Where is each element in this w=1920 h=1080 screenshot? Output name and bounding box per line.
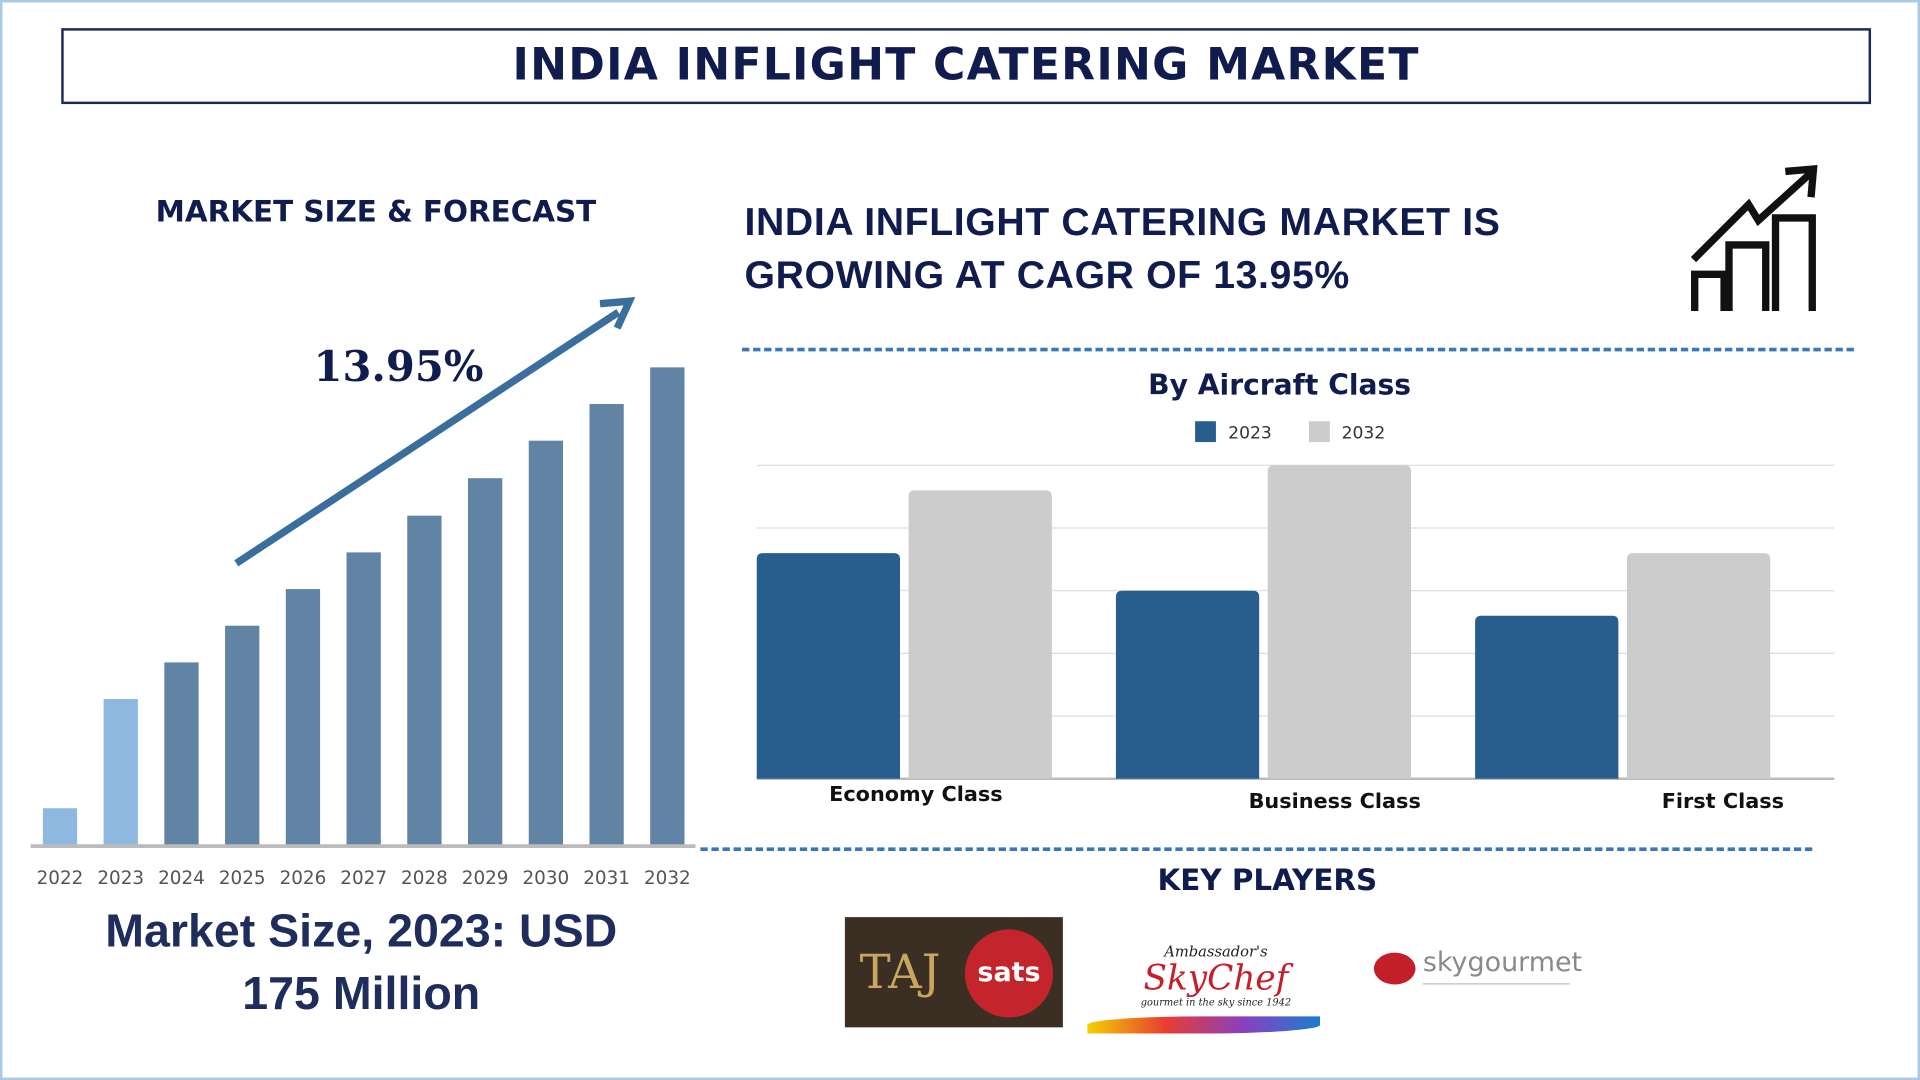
bar-2023-first-class <box>1475 615 1619 779</box>
page-title: INDIA INFLIGHT CATERING MARKET <box>61 28 1872 105</box>
legend-item-2023: 2023 <box>1195 421 1272 444</box>
market-size-text: Market Size, 2023: USD 175 Million <box>12 901 710 1026</box>
skychef-tagline: gourmet in the sky since 1942 <box>1140 996 1292 1008</box>
skychef-text-stack: Ambassador's SkyChef gourmet in the sky … <box>1112 943 1320 1009</box>
x-tick-label: 2031 <box>583 868 630 889</box>
cagr-headline: INDIA INFLIGHT CATERING MARKET IS GROWIN… <box>744 196 1681 301</box>
skygourmet-underline <box>1422 983 1570 985</box>
x-tick-label: 2030 <box>523 868 570 889</box>
bar-2032-business-class <box>1267 465 1412 779</box>
chart-legend: 2023 2032 <box>1195 421 1385 444</box>
skychef-script: Ambassador's <box>1164 942 1268 961</box>
skygourmet-text: skygourmet <box>1422 947 1583 979</box>
x-tick-label: 2026 <box>280 868 327 889</box>
bar-2031 <box>589 404 624 845</box>
divider <box>700 847 1813 852</box>
skygourmet-logo: skygourmet <box>1369 945 1589 989</box>
bar-2023-economy-class <box>756 553 901 779</box>
headline-line-1: INDIA INFLIGHT CATERING MARKET IS <box>744 199 1501 244</box>
sats-text: sats <box>964 929 1054 1018</box>
divider <box>742 347 1854 352</box>
bar-2032 <box>650 367 685 845</box>
x-tick-label: 2032 <box>644 868 691 889</box>
bar-2025 <box>225 625 260 845</box>
bar-2023 <box>103 699 138 845</box>
key-players-heading: KEY PLAYERS <box>1157 863 1378 898</box>
x-tick-label: 2024 <box>158 868 205 889</box>
bar-2028 <box>407 515 442 845</box>
skychef-swoosh <box>1087 1016 1321 1034</box>
bar-2030 <box>528 440 564 845</box>
market-size-line-1: Market Size, 2023: USD <box>105 906 618 958</box>
bar-2023-business-class <box>1115 590 1260 779</box>
bar-2022 <box>42 808 78 845</box>
market-size-heading: MARKET SIZE & FORECAST <box>155 194 597 229</box>
bar-2029 <box>468 478 503 845</box>
category-label: First Class <box>1662 789 1784 813</box>
bar-2024 <box>164 662 199 845</box>
headline-line-2: GROWING AT CAGR OF 13.95% <box>744 252 1350 297</box>
cagr-label: 13.95% <box>313 342 484 392</box>
aircraft-chart-title: By Aircraft Class <box>1148 369 1412 402</box>
bar-2032-economy-class <box>908 490 1052 779</box>
category-label: Business Class <box>1249 789 1421 813</box>
skychef-main: SkyChef <box>1143 957 1289 998</box>
bar-2032-first-class <box>1626 553 1771 779</box>
skychef-logo: Ambassador's SkyChef gourmet in the sky … <box>1087 943 1326 1041</box>
bar-2027 <box>346 552 381 845</box>
x-tick-label: 2023 <box>97 868 144 889</box>
market-size-line-2: 175 Million <box>242 968 481 1021</box>
taj-sats-logo: TAJ sats <box>844 917 1063 1028</box>
legend-item-2032: 2032 <box>1308 421 1385 444</box>
growth-chart-icon <box>1690 164 1818 312</box>
trend-arrow-head <box>599 297 636 330</box>
bar-2026 <box>285 589 321 845</box>
x-tick-label: 2025 <box>219 868 266 889</box>
strawberry-icon <box>1373 952 1416 985</box>
x-tick-label: 2027 <box>340 868 387 889</box>
category-label: Economy Class <box>829 782 1003 806</box>
x-tick-label: 2028 <box>401 868 448 889</box>
taj-text: TAJ <box>859 945 941 1000</box>
x-tick-label: 2029 <box>462 868 509 889</box>
x-tick-label: 2022 <box>37 868 84 889</box>
trend-arrow <box>234 309 621 567</box>
